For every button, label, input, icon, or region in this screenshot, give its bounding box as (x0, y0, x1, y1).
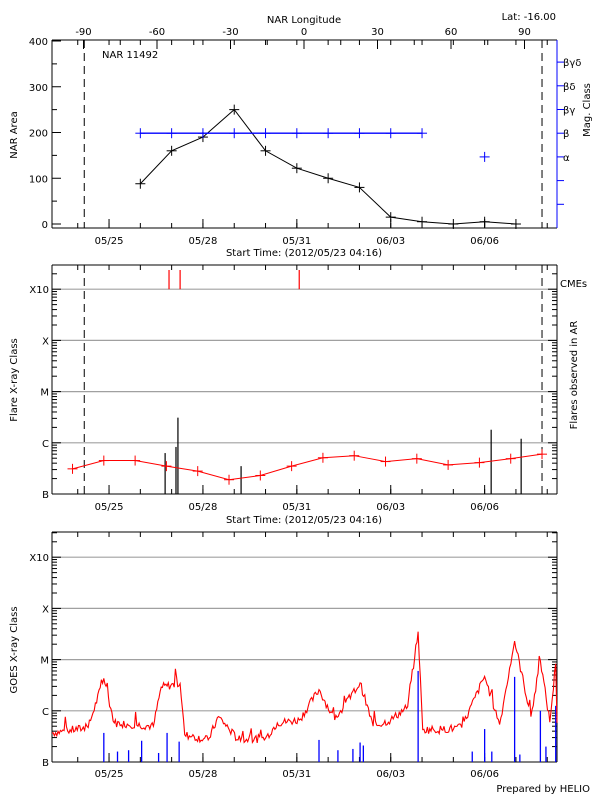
goes-average-point (161, 461, 172, 472)
goes-average-point (537, 449, 548, 460)
longitude-axis-title: NAR Longitude (267, 15, 341, 26)
flares-axis-title: Flares observed in AR (569, 321, 580, 430)
mag-class-point (260, 128, 271, 139)
x-tick-label: 06/03 (376, 502, 405, 513)
longitude-tick-label: -30 (222, 27, 238, 38)
x-tick-label: 05/28 (189, 236, 218, 247)
mag-class-point (417, 128, 428, 139)
area-point (166, 145, 177, 156)
longitude-tick-label: 30 (371, 27, 384, 38)
goes-average-line (72, 453, 543, 481)
mag-class-tick-label: βγδ (563, 58, 581, 69)
mag-class-tick-label: β (563, 129, 569, 140)
mag-class-point (197, 128, 208, 139)
longitude-tick-label: 90 (518, 27, 531, 38)
mag-class-tick-label: βγ (563, 106, 575, 117)
area-point (323, 173, 334, 184)
y-tick-label: C (42, 707, 49, 718)
mag-class-point (166, 128, 177, 139)
x-tick-label: 05/31 (282, 236, 311, 247)
area-point (135, 178, 146, 189)
mag-class-tick-label: α (563, 153, 570, 164)
mag-class-point (291, 128, 302, 139)
area-point (260, 145, 271, 156)
area-line (139, 108, 516, 225)
x-tick-label: 05/25 (95, 236, 124, 247)
goes-average-point (130, 455, 141, 466)
y-tick-label: X10 (29, 285, 49, 296)
area-point (291, 163, 302, 174)
x-tick-label: 05/25 (95, 502, 124, 513)
goes-average-point (380, 456, 391, 467)
longitude-tick-label: 60 (445, 27, 458, 38)
goes-average-point (317, 452, 328, 463)
x-tick-label: 06/03 (376, 769, 405, 780)
goes-average-point (255, 470, 266, 481)
mag-class-point (135, 128, 146, 139)
nar-title: NAR 11492 (102, 50, 158, 61)
x-tick-label: 06/03 (376, 236, 405, 247)
mag-class-point (385, 128, 396, 139)
y-tick-label: 400 (29, 37, 48, 48)
longitude-tick-label: 0 (301, 27, 307, 38)
x-axis-title: Start Time: (2012/05/23 04:16) (226, 248, 382, 259)
goes-average-point (286, 461, 297, 472)
area-point (510, 219, 521, 229)
goes-average-point (349, 450, 360, 461)
x-tick-label: 06/06 (470, 769, 499, 780)
y-tick-label: B (42, 490, 49, 501)
latitude-label: Lat: -16.00 (502, 12, 556, 23)
x-axis-title: Start Time: (2012/05/23 04:16) (226, 515, 382, 526)
area-point (448, 219, 459, 229)
goes-long-line (51, 631, 558, 745)
goes-average-point (67, 463, 78, 474)
y-tick-label: 100 (29, 174, 48, 185)
y-axis-title: Flare X-ray Class (9, 338, 20, 422)
y-tick-label: 300 (29, 83, 48, 94)
longitude-tick-label: -90 (75, 27, 91, 38)
mag-class-tick-label: βδ (563, 82, 576, 93)
y-tick-label: B (42, 758, 49, 769)
goes-average-point (474, 457, 485, 468)
x-tick-label: 05/28 (189, 502, 218, 513)
mag-class-point (479, 151, 490, 162)
y-tick-label: 200 (29, 129, 48, 140)
area-point (417, 216, 428, 227)
y-axis-title: GOES X-ray Class (9, 606, 20, 693)
mag-class-point (323, 128, 334, 139)
goes-average-point (98, 455, 109, 466)
y-tick-label: X10 (29, 553, 49, 564)
x-tick-label: 06/06 (470, 502, 499, 513)
area-point (385, 212, 396, 223)
y-tick-label: X (42, 336, 49, 347)
area-point (229, 104, 240, 115)
x-tick-label: 05/31 (282, 502, 311, 513)
goes-average-point (411, 453, 422, 464)
x-tick-label: 05/28 (189, 769, 218, 780)
cme-label: CMEs (560, 279, 587, 290)
y-tick-label: M (40, 388, 49, 399)
area-point (479, 216, 490, 227)
goes-average-point (192, 466, 203, 477)
goes-average-point (224, 474, 235, 485)
prepared-by-label: Prepared by HELIO (496, 784, 590, 795)
y-tick-label: M (40, 656, 49, 667)
goes-average-point (505, 453, 516, 464)
goes-average-point (443, 459, 454, 470)
mag-class-point (354, 128, 365, 139)
y-tick-label: X (42, 604, 49, 615)
mag-class-axis-title: Mag. Class (582, 83, 593, 137)
y-axis-title: NAR Area (9, 111, 20, 158)
mag-class-point (229, 128, 240, 139)
x-tick-label: 05/25 (95, 769, 124, 780)
y-tick-label: C (42, 439, 49, 450)
x-tick-label: 05/31 (282, 769, 311, 780)
y-tick-label: 0 (42, 220, 48, 231)
area-point (354, 182, 365, 193)
x-tick-label: 06/06 (470, 236, 499, 247)
longitude-tick-label: -60 (149, 27, 165, 38)
